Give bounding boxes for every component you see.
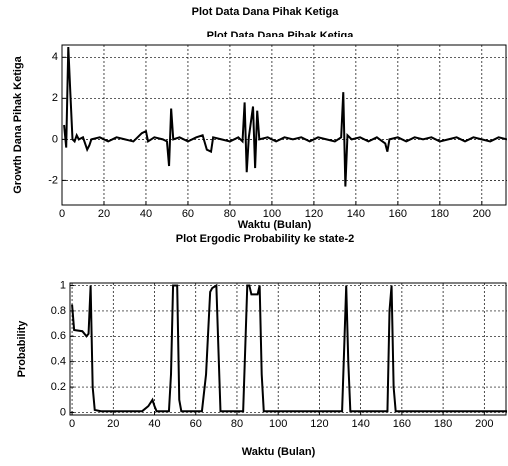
x-tick-label: 60 bbox=[182, 208, 194, 220]
y-tick-label: 0 bbox=[60, 406, 66, 418]
inner-title: Plot Data Dana Pihak Ketiga bbox=[207, 30, 355, 42]
x-tick-label: 60 bbox=[190, 418, 202, 430]
x-tick-label: 140 bbox=[347, 208, 365, 220]
x-tick-label: 180 bbox=[434, 418, 452, 430]
x-tick-label: 160 bbox=[393, 418, 411, 430]
y-tick-label: 0.4 bbox=[51, 356, 66, 368]
x-tick-label: 80 bbox=[224, 208, 236, 220]
y-tick-label: -2 bbox=[48, 174, 58, 186]
x-tick-label: 160 bbox=[389, 208, 407, 220]
x-tick-label: 120 bbox=[305, 208, 323, 220]
y-tick-label: 2 bbox=[52, 92, 58, 104]
y-axis-label: Probability bbox=[16, 320, 28, 378]
y-tick-label: 4 bbox=[52, 51, 58, 63]
y-tick-label: 0.8 bbox=[51, 305, 66, 317]
data-line bbox=[71, 283, 507, 413]
chart-title: Plot Ergodic Probability ke state-2 bbox=[176, 233, 355, 245]
y-tick-label: 1 bbox=[60, 279, 66, 291]
chart-title: Plot Data Dana Pihak Ketiga bbox=[192, 6, 340, 18]
y-tick-label: 0.2 bbox=[51, 381, 66, 393]
x-tick-label: 20 bbox=[98, 208, 110, 220]
data-line bbox=[63, 47, 507, 187]
x-tick-label: 40 bbox=[148, 418, 160, 430]
x-tick-label: 180 bbox=[431, 208, 449, 220]
x-tick-label: 100 bbox=[263, 208, 281, 220]
x-tick-label: 0 bbox=[69, 418, 75, 430]
plot-area bbox=[62, 45, 507, 205]
axes-box bbox=[61, 44, 507, 206]
x-tick-label: 100 bbox=[269, 418, 287, 430]
x-tick-label: 40 bbox=[140, 208, 152, 220]
x-tick-label: 20 bbox=[107, 418, 119, 430]
x-axis-label: Waktu (Bulan) bbox=[242, 446, 316, 458]
x-tick-label: 120 bbox=[310, 418, 328, 430]
x-tick-label: 200 bbox=[473, 208, 491, 220]
x-tick-label: 0 bbox=[59, 208, 65, 220]
y-tick-label: 0.6 bbox=[51, 330, 66, 342]
x-tick-label: 140 bbox=[351, 418, 369, 430]
axes-box bbox=[69, 282, 507, 416]
x-axis-label: Waktu (Bulan) bbox=[238, 219, 312, 231]
x-tick-label: 200 bbox=[475, 418, 493, 430]
plot-area bbox=[70, 283, 507, 415]
y-axis-label: Growth Dana Pihak Ketiga bbox=[12, 55, 24, 193]
x-tick-label: 80 bbox=[231, 418, 243, 430]
y-tick-label: 0 bbox=[52, 133, 58, 145]
